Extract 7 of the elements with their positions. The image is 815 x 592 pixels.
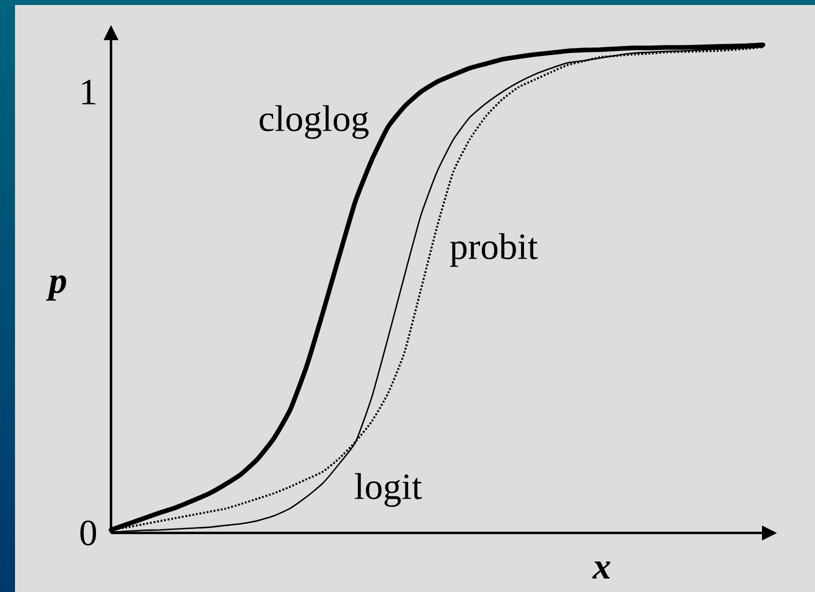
y-tick-label: 1 [82,80,96,104]
series-label: cloglog [260,105,369,139]
series-label: probit [450,233,538,267]
series-label: logit [354,473,422,507]
y-axis-title: p [46,275,66,301]
x-axis-title: x [592,561,610,578]
y-tick-label: 0 [80,520,96,546]
